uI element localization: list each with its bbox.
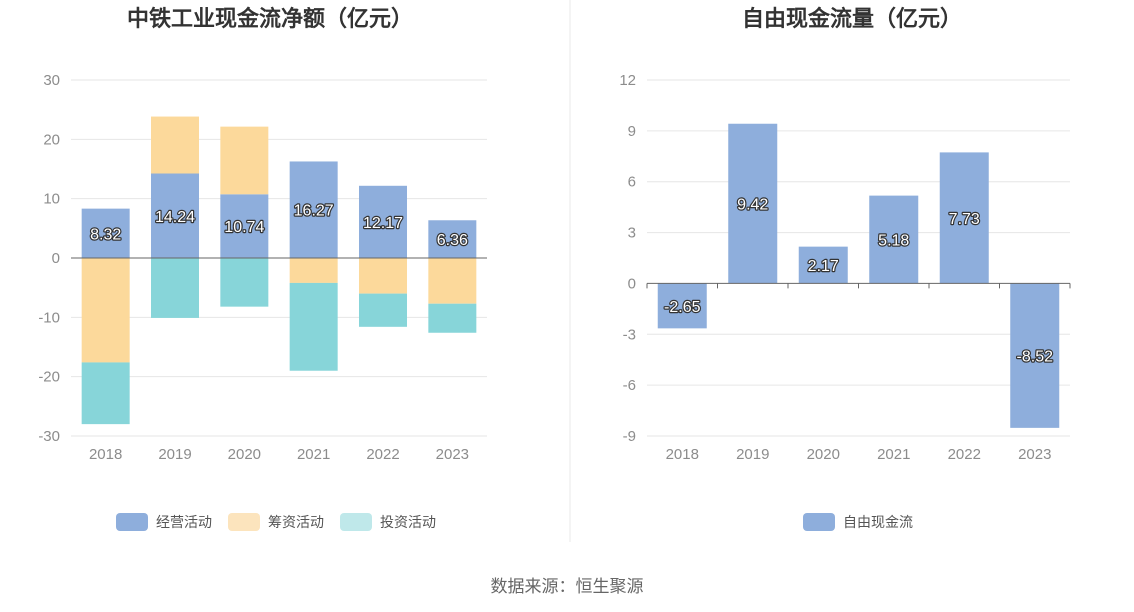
left-bar-2018-1 [81,258,130,363]
left-y-tick-label: -30 [38,428,60,445]
right-bar-2023-0 [1010,283,1060,428]
left-x-tick-label: 2021 [297,446,330,463]
left-bar-2019-1 [151,116,199,174]
right-data-label: -8.52 [1017,349,1054,366]
left-chart-title: 中铁工业现金流净额（亿元） [127,6,413,31]
left-bar-2021-1 [289,258,338,283]
left-x-tick-label: 2019 [158,446,191,463]
right-x-tick-label: 2018 [666,446,699,463]
left-data-label: 10.74 [224,219,264,236]
right-data-label: -2.65 [664,299,701,316]
right-x-tick-label: 2022 [948,446,981,463]
left-bar-2020-2 [220,258,269,307]
left-y-tick-label: 10 [43,191,60,208]
right-y-tick-label: 3 [628,225,636,242]
left-legend-label: 经营活动 [156,514,212,530]
right-bar-2019-0 [728,123,778,284]
cash-flow-chart: 中铁工业现金流净额（亿元） 30 20 10 0 -10 -20 -30 8.32 14.24… [38,6,487,531]
left-legend-label: 投资活动 [380,514,436,530]
left-legend-swatch [116,513,148,531]
right-data-label: 7.73 [949,211,980,228]
right-legend-item[interactable]: 自由现金流 [803,513,913,531]
left-bar-2020-0 [220,194,269,258]
left-legend-swatch [228,513,260,531]
left-y-tick-label: 20 [43,131,60,148]
left-data-label: 8.32 [90,226,121,243]
right-y-tick-label: -6 [623,377,636,394]
left-legend-item[interactable]: 经营活动 [116,513,212,531]
right-chart-title: 自由现金流量（亿元） [742,6,962,31]
left-bar-2023-1 [428,258,477,304]
left-bar-2021-0 [289,161,338,258]
left-x-tick-label: 2020 [228,446,261,463]
right-data-label: 9.42 [737,197,768,214]
left-y-tick-label: -10 [38,309,60,326]
right-bar-2020-0 [798,246,848,284]
right-bar-2021-0 [869,195,919,284]
left-data-label: 12.17 [363,215,403,232]
right-y-tick-label: 9 [628,123,636,140]
left-x-tick-label: 2023 [436,446,469,463]
right-y-tick-label: 12 [619,72,636,89]
left-bar-2022-2 [359,293,407,327]
left-y-tick-label: 30 [43,72,60,89]
left-bar-2023-0 [428,220,477,258]
right-x-tick-label: 2023 [1018,446,1051,463]
left-bar-2022-1 [359,258,407,294]
left-x-tick-label: 2018 [89,446,122,463]
left-data-label: 6.36 [437,232,468,249]
right-bar-2018-0 [657,283,707,329]
right-y-tick-label: 6 [628,174,636,191]
free-cash-flow-chart: 自由现金流量（亿元） 12 9 6 3 0 -3 -6 -9 -2.65 9.42 2.17 5.1… [619,6,1071,531]
left-legend-item[interactable]: 筹资活动 [228,513,324,531]
left-legend-swatch [340,513,372,531]
right-bar-2022-0 [939,152,989,284]
right-data-label: 2.17 [808,258,839,275]
left-bar-2023-2 [428,303,477,333]
right-y-tick-label: 0 [628,275,636,292]
left-bar-2018-0 [81,208,130,258]
left-bar-2022-0 [359,185,407,258]
left-y-tick-label: -20 [38,369,60,386]
left-bar-2019-0 [151,173,199,258]
left-data-label: 16.27 [294,203,334,220]
left-legend-label: 筹资活动 [268,514,324,530]
left-y-tick-label: 0 [52,250,60,267]
right-legend-label: 自由现金流 [843,514,913,530]
left-bar-2019-2 [151,258,199,318]
left-bar-2020-1 [220,126,269,195]
left-bar-2018-2 [81,362,130,425]
right-x-tick-label: 2019 [736,446,769,463]
right-y-tick-label: -3 [623,326,636,343]
right-y-tick-label: -9 [623,428,636,445]
right-x-tick-label: 2021 [877,446,910,463]
data-source-label: 数据来源：恒生聚源 [491,577,644,596]
left-bar-2021-2 [289,282,338,371]
left-legend-item[interactable]: 投资活动 [340,513,436,531]
left-data-label: 14.24 [155,209,195,226]
right-legend-swatch [803,513,835,531]
right-data-label: 5.18 [878,233,909,250]
left-x-tick-label: 2022 [366,446,399,463]
right-x-tick-label: 2020 [807,446,840,463]
